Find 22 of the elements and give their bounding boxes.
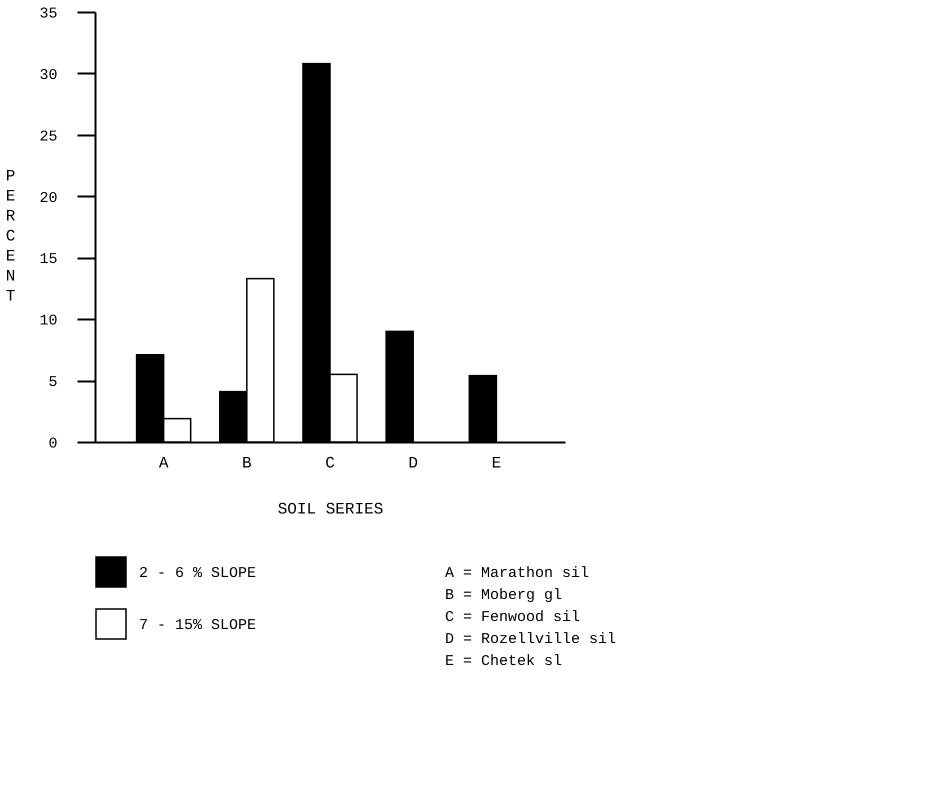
y-tick-label: 5 (48, 374, 58, 392)
legend-label: 2 - 6 % SLOPE (139, 565, 256, 582)
text: B = Moberg gl (445, 587, 562, 604)
y-tick-label: 25 (39, 128, 58, 146)
x-tick-label: D (408, 454, 418, 472)
x-tick-label: A (158, 454, 169, 472)
y-tick-label: 35 (39, 6, 58, 22)
y-axis-title: PERCENT (6, 168, 16, 306)
text: D = Rozellville sil (445, 631, 616, 648)
y-tick-label: 0 (48, 436, 58, 452)
x-tick-label: E (492, 454, 502, 472)
y-tick-label: 20 (39, 190, 58, 207)
x-axis-title: SOIL SERIES (278, 500, 384, 518)
y-tick-label: 30 (39, 66, 58, 84)
x-tick-label: C (325, 454, 335, 472)
y-tick-label: 10 (39, 312, 58, 330)
text: C = Fenwood sil (445, 609, 580, 626)
text: A = Marathon sil (445, 565, 590, 582)
y-tick-label: 15 (39, 251, 58, 268)
x-tick-label: B (242, 454, 252, 472)
text: E = Chetek sl (445, 653, 562, 670)
legend-label: 7 - 15% SLOPE (139, 617, 256, 634)
